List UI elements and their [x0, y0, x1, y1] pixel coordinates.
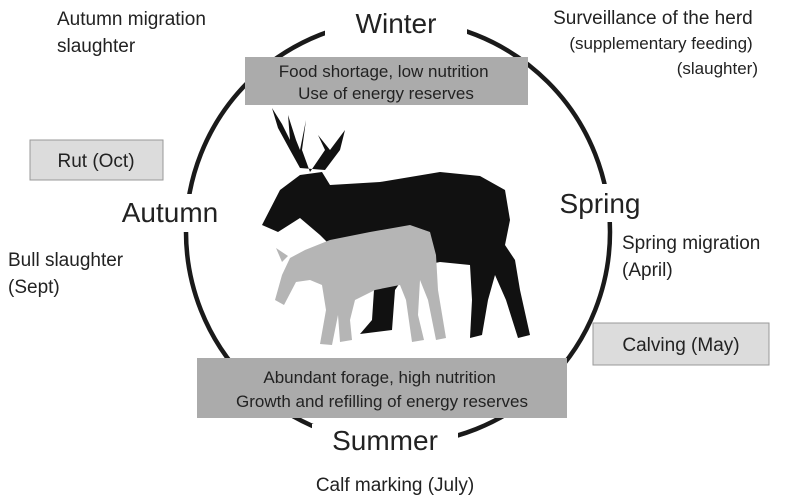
- text-line: (supplementary feeding): [569, 34, 752, 53]
- text-line: Calving (May): [622, 335, 739, 356]
- text-line: slaughter: [57, 36, 136, 57]
- text-line: Rut (Oct): [57, 151, 134, 172]
- reindeer-calf: [275, 225, 446, 345]
- text-line: Bull slaughter: [8, 250, 124, 271]
- text-line: Calf marking (July): [316, 475, 474, 496]
- note: Bull slaughter (Sept): [8, 250, 128, 298]
- season-label: Winter: [356, 8, 437, 39]
- text-line: (April): [622, 260, 673, 281]
- note: Spring migration (April): [622, 233, 766, 281]
- text-line: Autumn migration: [57, 9, 206, 30]
- event-text: Rut (Oct): [57, 151, 134, 172]
- season-label: Summer: [332, 425, 438, 456]
- text-line: Use of energy reserves: [298, 84, 474, 103]
- note: Calf marking (July): [316, 475, 474, 496]
- season-label: Autumn: [122, 197, 219, 228]
- diagram: Winter Spring Summer Autumn Food shortag…: [0, 0, 789, 499]
- note: Autumn migration slaughter: [57, 9, 211, 57]
- text-line: Growth and refilling of energy reserves: [236, 392, 528, 411]
- text-line: (slaughter): [677, 59, 758, 78]
- note: Surveillance of the herd (supplementary …: [553, 8, 758, 78]
- text-line: (Sept): [8, 277, 60, 298]
- event-text: Calving (May): [622, 335, 739, 356]
- reindeer-adult: [262, 108, 530, 338]
- text-line: Spring migration: [622, 233, 760, 254]
- text-line: Food shortage, low nutrition: [279, 62, 489, 81]
- season-label: Spring: [560, 188, 641, 219]
- text-line: Surveillance of the herd: [553, 8, 753, 29]
- text-line: Abundant forage, high nutrition: [263, 368, 496, 387]
